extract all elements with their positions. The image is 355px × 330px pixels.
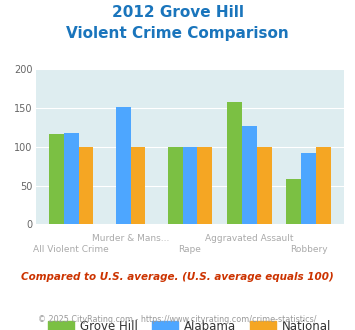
Text: Compared to U.S. average. (U.S. average equals 100): Compared to U.S. average. (U.S. average … — [21, 272, 334, 282]
Text: 2012 Grove Hill: 2012 Grove Hill — [111, 5, 244, 20]
Text: Murder & Mans...: Murder & Mans... — [92, 234, 169, 243]
Legend: Grove Hill, Alabama, National: Grove Hill, Alabama, National — [44, 315, 336, 330]
Bar — [301, 153, 316, 224]
Text: Aggravated Assault: Aggravated Assault — [205, 234, 294, 243]
Bar — [242, 126, 257, 224]
Bar — [197, 147, 212, 224]
Text: Violent Crime Comparison: Violent Crime Comparison — [66, 26, 289, 41]
Text: Rape: Rape — [179, 245, 201, 253]
Bar — [131, 147, 146, 224]
Text: Robbery: Robbery — [290, 245, 328, 253]
Bar — [227, 102, 242, 224]
Bar — [49, 134, 64, 224]
Bar — [168, 147, 182, 224]
Bar — [116, 107, 131, 224]
Bar — [257, 147, 272, 224]
Bar — [316, 147, 331, 224]
Text: © 2025 CityRating.com - https://www.cityrating.com/crime-statistics/: © 2025 CityRating.com - https://www.city… — [38, 315, 317, 324]
Bar — [286, 180, 301, 224]
Bar — [182, 147, 197, 224]
Bar — [78, 147, 93, 224]
Bar — [64, 133, 78, 224]
Text: All Violent Crime: All Violent Crime — [33, 245, 109, 253]
